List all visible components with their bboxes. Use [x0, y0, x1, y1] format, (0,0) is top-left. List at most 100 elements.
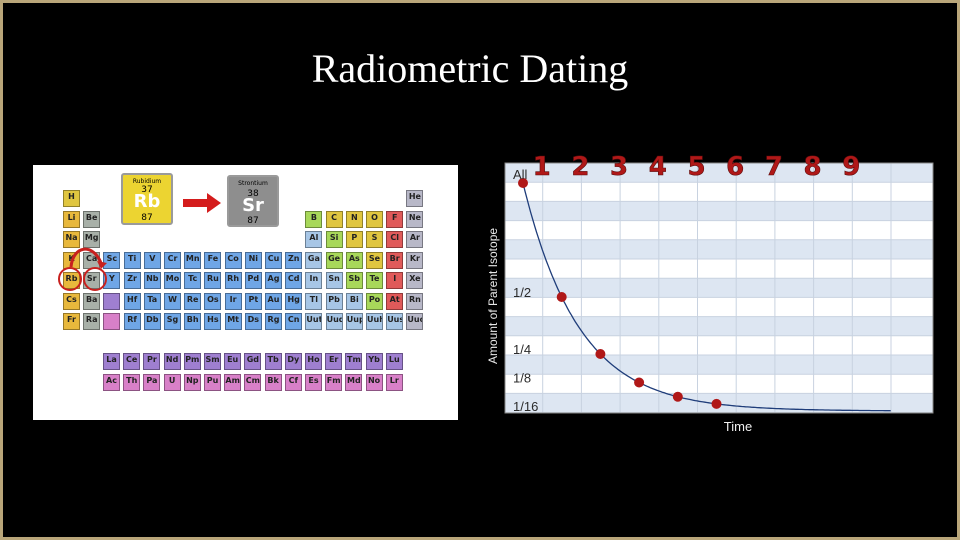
- half-life-label: 4: [649, 153, 667, 182]
- element-h: H: [63, 190, 80, 207]
- element-s: S: [366, 231, 383, 248]
- grid-band: [505, 201, 933, 221]
- element-xe: Xe: [406, 272, 424, 289]
- x-axis-label: Time: [723, 419, 753, 434]
- element-tm: Tm: [345, 353, 363, 370]
- data-point: [634, 377, 645, 388]
- decay-curve: [522, 182, 891, 412]
- element-pr: Pr: [143, 353, 161, 370]
- element-v: V: [143, 251, 161, 269]
- element-nb: Nb: [143, 272, 161, 289]
- element-in: In: [305, 272, 323, 289]
- element-ga: Ga: [305, 251, 323, 269]
- element-ni: Ni: [244, 251, 262, 269]
- actinide-slot: [103, 313, 121, 330]
- element-ac: Ac: [103, 374, 120, 391]
- element-br: Br: [386, 251, 404, 269]
- element-ds: Ds: [244, 313, 262, 330]
- element-po: Po: [366, 292, 383, 310]
- y-tick-label: 1/8: [513, 371, 531, 386]
- element-cu: Cu: [265, 251, 282, 269]
- element-as: As: [345, 251, 363, 269]
- element-he: He: [406, 190, 424, 207]
- element-n: N: [345, 210, 363, 228]
- element-eu: Eu: [224, 353, 242, 370]
- element-mn: Mn: [184, 251, 202, 269]
- strontium-symbol: Sr: [242, 195, 264, 216]
- element-er: Er: [325, 353, 343, 370]
- element-c: C: [325, 210, 343, 228]
- element-tb: Tb: [264, 353, 282, 370]
- element-bh: Bh: [184, 313, 202, 330]
- element-zr: Zr: [123, 272, 141, 289]
- element-bk: Bk: [264, 374, 282, 391]
- plot-border: [504, 162, 934, 414]
- element-lr: Lr: [385, 374, 403, 391]
- element-zn: Zn: [285, 251, 303, 269]
- strontium-name: Strontium: [238, 180, 268, 187]
- lanthanide-slot: [103, 292, 121, 310]
- grid-band: [505, 278, 933, 298]
- element-no: No: [365, 374, 383, 391]
- element-uuh: Uuh: [366, 313, 383, 330]
- rubidium-highlight-ring: [58, 267, 82, 291]
- element-fe: Fe: [204, 251, 222, 269]
- grid-band: [505, 316, 933, 336]
- element-pu: Pu: [204, 374, 221, 391]
- element-ti: Ti: [123, 251, 141, 269]
- grid-band: [505, 355, 933, 375]
- element-al: Al: [305, 231, 323, 248]
- element-w: W: [164, 292, 181, 310]
- half-life-label: 5: [687, 153, 705, 182]
- y-tick-label: 1/4: [513, 342, 531, 357]
- element-cm: Cm: [244, 374, 262, 391]
- element-os: Os: [204, 292, 222, 310]
- element-ce: Ce: [123, 353, 141, 370]
- grid-band: [505, 163, 933, 183]
- half-life-label: 6: [726, 153, 744, 182]
- strontium-mass: 87: [247, 216, 259, 226]
- element-si: Si: [325, 231, 343, 248]
- half-life-label: 2: [571, 153, 589, 182]
- element-fm: Fm: [325, 374, 343, 391]
- y-tick-label: 1/2: [513, 285, 531, 300]
- element-mt: Mt: [224, 313, 242, 330]
- grid-band: [505, 239, 933, 259]
- element-p: P: [345, 231, 363, 248]
- element-li: Li: [63, 210, 80, 228]
- element-hf: Hf: [123, 292, 141, 310]
- element-cr: Cr: [164, 251, 181, 269]
- strontium-tile: Strontium 38 Sr 87: [227, 175, 279, 227]
- element-md: Md: [345, 374, 363, 391]
- element-au: Au: [265, 292, 282, 310]
- element-ta: Ta: [143, 292, 161, 310]
- data-point: [711, 398, 722, 409]
- element-be: Be: [83, 210, 101, 228]
- element-nd: Nd: [163, 353, 181, 370]
- element-am: Am: [224, 374, 242, 391]
- half-life-label: 3: [610, 153, 628, 182]
- element-es: Es: [305, 374, 322, 391]
- element-tc: Tc: [184, 272, 202, 289]
- element-sm: Sm: [204, 353, 221, 370]
- element-kr: Kr: [406, 251, 424, 269]
- element-cs: Cs: [63, 292, 80, 310]
- element-rh: Rh: [224, 272, 242, 289]
- element-uuq: Uuq: [325, 313, 343, 330]
- element-sg: Sg: [164, 313, 181, 330]
- element-b: B: [305, 210, 323, 228]
- element-yb: Yb: [365, 353, 383, 370]
- element-ra: Ra: [83, 313, 101, 330]
- data-point: [556, 292, 567, 302]
- element-rn: Rn: [406, 292, 424, 310]
- element-pb: Pb: [325, 292, 343, 310]
- strontium-highlight-ring: [83, 267, 107, 291]
- rubidium-number: 37: [141, 185, 153, 195]
- element-lu: Lu: [385, 353, 403, 370]
- element-hs: Hs: [204, 313, 222, 330]
- element-hg: Hg: [285, 292, 303, 310]
- half-life-label: 9: [842, 153, 860, 182]
- rubidium-symbol: Rb: [133, 191, 161, 212]
- element-ir: Ir: [224, 292, 242, 310]
